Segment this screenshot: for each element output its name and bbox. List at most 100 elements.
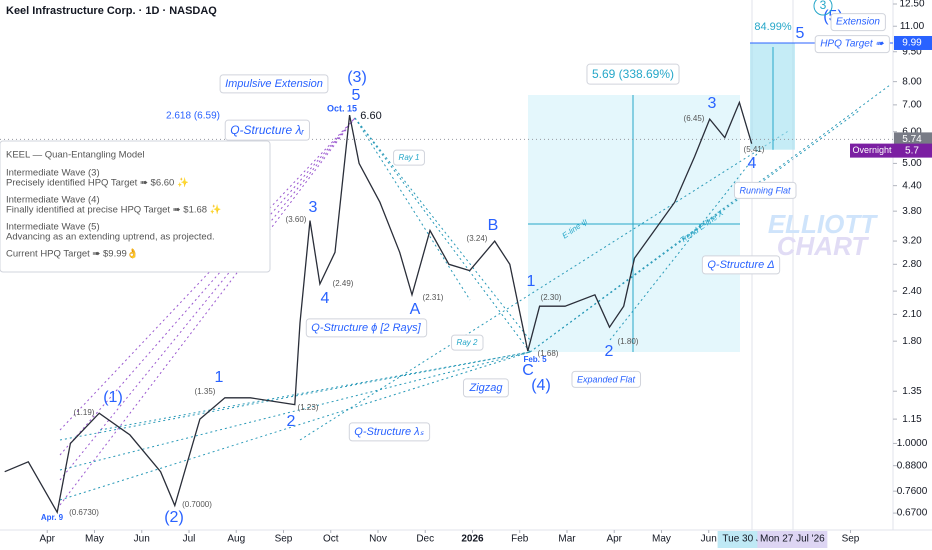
wave-label: 3 [708, 95, 717, 112]
y-tick-label: 9.50 [902, 46, 922, 57]
wave-label: (2.30) [541, 293, 562, 302]
y-tick-label: 5.00 [902, 158, 922, 169]
wave-label: C [522, 362, 534, 379]
y-tick-label: 2.80 [902, 259, 922, 270]
callout-box [733, 181, 797, 199]
last-price-tag [894, 132, 932, 147]
y-tick-label: 2.40 [902, 286, 922, 297]
label-callout: Zigzag [468, 382, 503, 394]
callout-box [219, 74, 329, 94]
info-line: Intermediate Wave (5) [6, 222, 100, 233]
wave-label: (6.45) [684, 114, 705, 123]
y-tick-label: 8.00 [902, 76, 922, 87]
wave-label: (0.6730) [69, 508, 99, 517]
callout-box [462, 378, 509, 398]
y-tick-label: 7.00 [902, 100, 922, 111]
x-tick-label: Aug [227, 534, 245, 545]
info-line: Intermediate Wave (3) [6, 168, 100, 179]
wave-label: (1.19) [74, 408, 95, 417]
x-highlight-label: Mon 27 Jul '26 [760, 534, 825, 545]
label-callout: Q-Structure λᵣ [230, 123, 304, 137]
label-callout: Q-Structure Δ [707, 259, 774, 271]
wave-label: ELLIOTT [768, 209, 878, 239]
x-tick-label: Sep [275, 534, 293, 545]
wave-label: 4 [748, 155, 757, 172]
label-callout: Q-Structure ϕ [2 Rays] [311, 322, 421, 334]
label-callout: Running Flat [739, 185, 791, 195]
info-line: KEEL — Quan-Entangling Model [6, 150, 145, 161]
y-tick-label: 0.7600 [897, 486, 928, 497]
wave-label: 3 [309, 199, 318, 216]
info-line: Finally identified at precise HPQ Target… [6, 204, 222, 216]
wave-label: (2.31) [423, 293, 444, 302]
overnight-tag-label: 5.7 [905, 145, 919, 156]
x-tick-label: May [85, 534, 104, 545]
wave-label: (4) [531, 377, 551, 394]
wave-label: A [410, 301, 421, 318]
info-line: Intermediate Wave (4) [6, 195, 100, 206]
wave-label: 1 [215, 369, 224, 386]
x-tick-label: Apr [39, 534, 55, 545]
y-tick-label: 3.20 [902, 236, 922, 247]
wave-label: Oct. 15 [327, 103, 357, 113]
label-callout: 5.69 (338.69%) [592, 67, 674, 81]
x-tick-label: Oct [323, 534, 339, 545]
chart-title: Keel Infrastructure Corp. · 1D · NASDAQ [6, 5, 217, 17]
x-tick-label: Jun [134, 534, 150, 545]
callout-box [701, 255, 781, 275]
wave-label: 84.99% [754, 21, 792, 33]
x-tick-label: 2026 [461, 534, 484, 545]
fan-lines [59, 84, 891, 506]
callout-box [451, 334, 484, 351]
wave-label: (2) [164, 509, 184, 526]
wave-label: (1.35) [195, 387, 216, 396]
wave-label: CHART [777, 231, 870, 261]
target-tag [894, 35, 932, 50]
wave-label: 1 [527, 273, 536, 290]
y-tick-label: 4.40 [902, 180, 922, 191]
label-callout: Q-Structure λₛ [354, 426, 424, 438]
wave-label: 3 [820, 0, 827, 12]
wave-label: 5 [352, 87, 361, 104]
y-tick-label: 3.80 [902, 206, 922, 217]
label-callout: Expanded Flat [577, 374, 636, 384]
info-line: Current HPQ Target ➠ $9.99👌 [6, 248, 139, 260]
wave-label: (3.60) [286, 215, 307, 224]
info-line: Precisely identified HPQ Target ➠ $6.60 … [6, 177, 189, 189]
wave-label: (2.49) [333, 279, 354, 288]
wave-label: 2.618 (6.59) [166, 111, 220, 122]
overnight-tag [894, 143, 932, 158]
info-box [0, 140, 271, 273]
callout-box [571, 370, 642, 388]
wave-label: 6.60 [360, 110, 381, 122]
label-callout: Ray 2 [457, 338, 478, 347]
callout-box [393, 149, 425, 166]
x-tick-label: Nov [369, 534, 387, 545]
wave-label: 2 [287, 413, 296, 430]
x-tick-label: Dec [416, 534, 434, 545]
y-tick-label: 1.80 [902, 336, 922, 347]
x-highlight [757, 531, 828, 548]
overnight-text: Overnight [852, 145, 892, 155]
wave-label: Apr. 9 [41, 513, 64, 522]
wave-label: 5 [796, 25, 805, 42]
x-tick-label: May [652, 534, 671, 545]
y-tick-label: 11.00 [900, 21, 925, 32]
label-callout: Impulsive Extension [225, 78, 323, 90]
callout-box [830, 13, 886, 32]
x-highlight-label: Tue 30 Jul [722, 534, 768, 545]
wave-label: (5.41) [744, 145, 765, 154]
x-tick-label: Mar [558, 534, 576, 545]
wave-label: B [488, 217, 499, 234]
callout-box [814, 35, 890, 54]
wave-label: (1.80) [618, 337, 639, 346]
y-tick-label: 6.00 [902, 126, 922, 137]
x-tick-label: Apr [606, 534, 622, 545]
x-tick-label: Sep [842, 534, 860, 545]
price-line [4, 100, 753, 515]
y-tick-label: 1.15 [902, 414, 922, 425]
overnight-badge [850, 143, 894, 158]
label-callout: HPQ Target ➠ [820, 39, 884, 50]
last-price-tag-label: 5.74 [902, 134, 922, 145]
